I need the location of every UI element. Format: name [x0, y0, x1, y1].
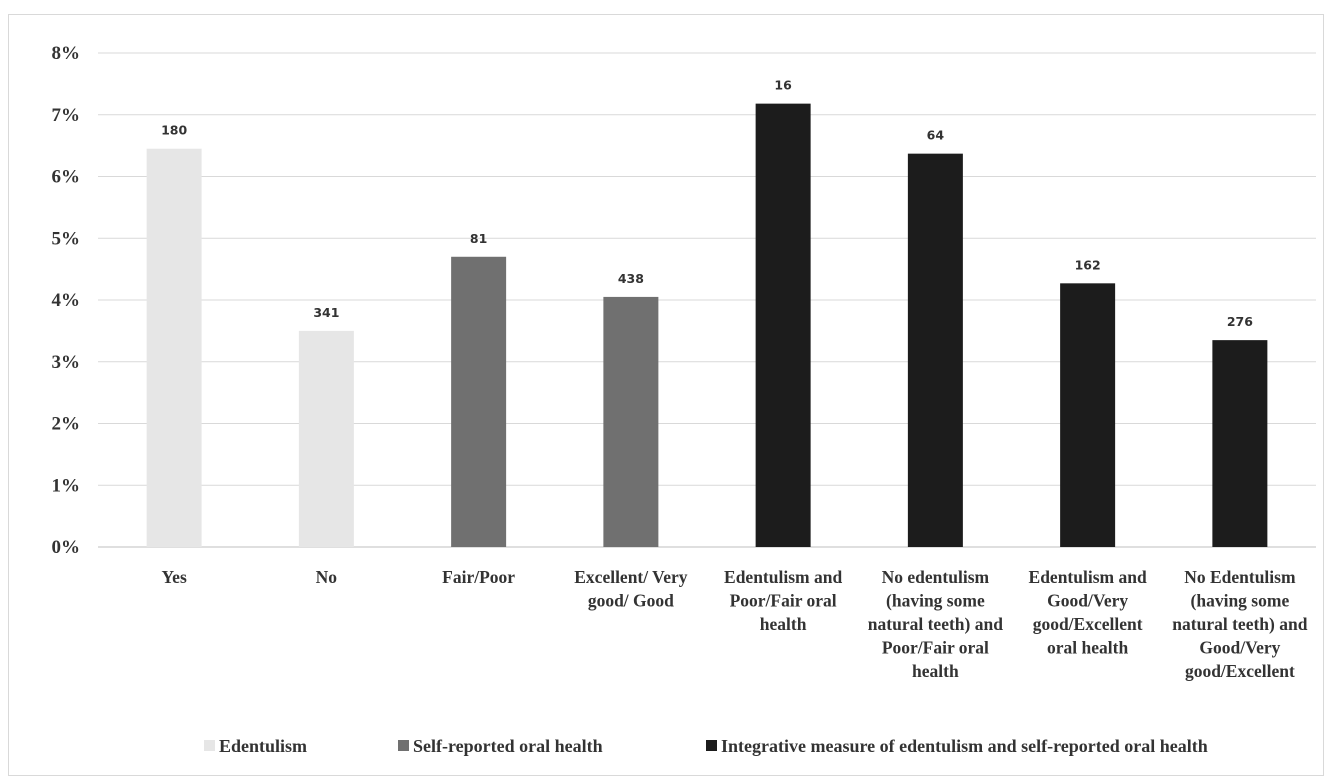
- y-axis-ticks: 0% 1% 2% 3% 4% 5% 6% 7% 8%: [52, 43, 81, 558]
- x-category-label: oral health: [1047, 638, 1128, 658]
- x-category-label: Fair/Poor: [442, 567, 515, 587]
- bar: [298, 330, 354, 547]
- bar: [1212, 340, 1268, 547]
- x-category-label: Yes: [161, 567, 186, 587]
- x-category-label: natural teeth) and: [1172, 614, 1307, 634]
- y-tick-label: 8%: [52, 43, 81, 64]
- data-label: 180: [161, 123, 187, 138]
- bar: [146, 148, 202, 547]
- x-category-label: No edentulism: [882, 567, 990, 587]
- x-category-label: Excellent/ Very: [574, 567, 687, 587]
- y-tick-label: 4%: [52, 290, 81, 311]
- x-category-label: Edentulism and: [1029, 567, 1147, 587]
- x-category-label: good/Excellent: [1033, 614, 1143, 634]
- x-category-label: health: [760, 614, 807, 634]
- legend-label: Integrative measure of edentulism and se…: [721, 736, 1208, 756]
- data-label: 438: [618, 271, 644, 286]
- x-category-label: (having some: [1191, 591, 1290, 611]
- legend: Edentulism Self-reported oral health Integ…: [204, 736, 1208, 756]
- legend-label: Edentulism: [219, 736, 307, 756]
- y-tick-label: 2%: [52, 414, 81, 435]
- bars: [146, 103, 1268, 547]
- x-category-label: No: [316, 567, 338, 587]
- x-category-label: Edentulism and: [724, 567, 842, 587]
- y-tick-label: 6%: [52, 167, 81, 188]
- legend-swatch: [204, 740, 215, 751]
- bar: [451, 256, 507, 547]
- x-category-label: Poor/Fair oral: [882, 638, 989, 658]
- legend-swatch: [706, 740, 717, 751]
- bar: [755, 103, 811, 547]
- data-labels: 180 341 81 438 16 64 162 276: [161, 78, 1253, 330]
- bar: [907, 153, 963, 547]
- data-label: 16: [774, 78, 792, 93]
- y-tick-label: 5%: [52, 228, 81, 249]
- bar: [603, 296, 659, 547]
- x-category-label: good/ Good: [588, 591, 674, 611]
- x-category-label: No Edentulism: [1184, 567, 1296, 587]
- y-tick-label: 7%: [52, 105, 81, 126]
- y-tick-label: 1%: [52, 475, 81, 496]
- legend-label: Self-reported oral health: [413, 736, 603, 756]
- x-category-label: Good/Very: [1047, 591, 1128, 611]
- x-category-label: health: [912, 661, 959, 681]
- data-label: 81: [470, 231, 487, 246]
- gridlines: [98, 52, 1316, 548]
- legend-swatch: [398, 740, 409, 751]
- data-label: 162: [1075, 257, 1101, 272]
- x-axis-category-labels: Yes No Fair/Poor Excellent/ Very good/ Good E…: [161, 567, 1307, 681]
- y-tick-label: 3%: [52, 352, 81, 373]
- x-category-label: natural teeth) and: [868, 614, 1003, 634]
- y-tick-label: 0%: [52, 537, 81, 558]
- data-label: 341: [313, 305, 339, 320]
- x-category-label: (having some: [886, 591, 985, 611]
- data-label: 276: [1227, 314, 1253, 329]
- x-category-label: Poor/Fair oral: [730, 591, 837, 611]
- x-category-label: Good/Very: [1199, 638, 1280, 658]
- data-label: 64: [927, 128, 945, 143]
- x-category-label: good/Excellent: [1185, 661, 1295, 681]
- bar: [1060, 283, 1116, 547]
